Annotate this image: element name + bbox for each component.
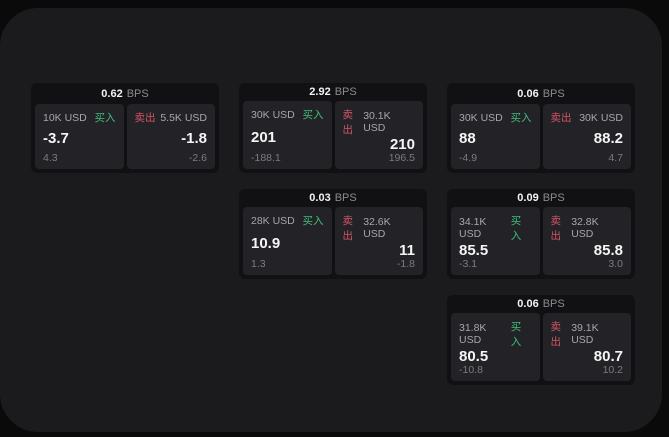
bps-header: 2.92 BPS [239, 83, 427, 101]
buy-label: 买入 [94, 112, 116, 124]
bps-label: BPS [542, 87, 565, 100]
sell-delta: 3.0 [608, 258, 623, 270]
buy-label: 买入 [302, 109, 324, 121]
buy-delta: -3.1 [459, 258, 478, 270]
sell-label: 卖出 [550, 215, 562, 242]
sell-amount: 39.1K USD [571, 322, 599, 346]
buy-price: 201 [251, 128, 277, 146]
buy-sell-panels: 10K USD 买入 -3.7 4.3 卖出 5.5K USD -1.8 -2.… [31, 104, 219, 173]
sell-price: 80.7 [593, 348, 623, 365]
bps-label: BPS [542, 298, 565, 310]
buy-sell-panels: 30K USD 买入 201 -188.1 卖出 30.1K USD 210 1… [239, 101, 427, 173]
sell-price: 88.2 [593, 130, 623, 147]
sell-delta: -1.8 [396, 258, 415, 270]
buy-sell-panels: 30K USD 买入 88 -4.9 卖出 30K USD 88.2 4.7 [447, 104, 635, 173]
buy-price: 80.5 [459, 348, 489, 365]
buy-label: 买入 [510, 112, 532, 124]
buy-price: 88 [459, 130, 476, 147]
bps-value: 2.92 [309, 86, 331, 98]
buy-amount: 30K USD [459, 111, 503, 124]
quote-card: 0.62 BPS 10K USD 买入 -3.7 4.3 卖出 5.5K USD [31, 83, 219, 173]
sell-label: 卖出 [550, 112, 572, 124]
bps-label: BPS [334, 86, 357, 98]
sell-amount: 30K USD [579, 111, 623, 124]
dashboard-panel: 0.62 BPS 10K USD 买入 -3.7 4.3 卖出 5.5K USD [0, 8, 662, 432]
buy-panel[interactable]: 30K USD 买入 88 -4.9 [451, 104, 540, 169]
buy-panel[interactable]: 30K USD 买入 201 -188.1 [243, 101, 332, 169]
buy-price: -3.7 [43, 130, 69, 147]
sell-price: -1.8 [181, 130, 207, 147]
sell-price: 85.8 [593, 242, 623, 259]
sell-delta: 196.5 [388, 152, 415, 164]
sell-panel[interactable]: 卖出 32.8K USD 85.8 3.0 [542, 207, 631, 275]
buy-label: 买入 [302, 215, 324, 227]
quote-card: 0.09 BPS 34.1K USD 买入 85.5 -3.1 卖出 32.8K… [447, 189, 635, 279]
bps-label: BPS [334, 192, 357, 204]
buy-delta: -188.1 [251, 152, 281, 164]
buy-panel[interactable]: 31.8K USD 买入 80.5 -10.8 [451, 313, 540, 381]
bps-header: 0.09 BPS [447, 189, 635, 207]
quote-card: 0.06 BPS 30K USD 买入 88 -4.9 卖出 30K USD [447, 83, 635, 173]
sell-label: 卖出 [342, 215, 354, 242]
bps-value: 0.62 [101, 87, 123, 100]
sell-amount: 32.6K USD [363, 216, 391, 240]
buy-amount: 34.1K USD [459, 216, 487, 240]
sell-panel[interactable]: 卖出 30.1K USD 210 196.5 [334, 101, 423, 169]
buy-panel[interactable]: 10K USD 买入 -3.7 4.3 [35, 104, 124, 169]
sell-panel[interactable]: 卖出 39.1K USD 80.7 10.2 [542, 313, 631, 381]
buy-delta: 4.3 [43, 152, 58, 164]
bps-label: BPS [126, 87, 149, 100]
buy-delta: -10.8 [459, 364, 483, 376]
buy-price: 10.9 [251, 234, 281, 252]
sell-amount: 30.1K USD [363, 110, 391, 134]
bps-header: 0.06 BPS [447, 295, 635, 313]
buy-delta: 1.3 [251, 258, 266, 270]
buy-sell-panels: 28K USD 买入 10.9 1.3 卖出 32.6K USD 11 -1.8 [239, 207, 427, 279]
bps-value: 0.06 [517, 298, 539, 310]
sell-price: 210 [389, 136, 415, 153]
sell-price: 11 [399, 242, 415, 259]
sell-amount: 32.8K USD [571, 216, 599, 240]
bps-header: 0.03 BPS [239, 189, 427, 207]
quote-card: 2.92 BPS 30K USD 买入 201 -188.1 卖出 30.1K … [239, 83, 427, 173]
bps-value: 0.03 [309, 192, 331, 204]
buy-amount: 10K USD [43, 111, 87, 124]
bps-header: 0.06 BPS [447, 83, 635, 104]
sell-label: 卖出 [342, 109, 354, 136]
sell-delta: -2.6 [188, 152, 207, 164]
bps-header: 0.62 BPS [31, 83, 219, 104]
buy-panel[interactable]: 28K USD 买入 10.9 1.3 [243, 207, 332, 275]
quote-card-grid: 0.62 BPS 10K USD 买入 -3.7 4.3 卖出 5.5K USD [31, 83, 635, 385]
buy-label: 买入 [510, 215, 522, 242]
buy-amount: 30K USD [251, 108, 295, 121]
buy-delta: -4.9 [459, 152, 478, 164]
bps-value: 0.06 [517, 87, 539, 100]
sell-amount: 5.5K USD [160, 111, 207, 124]
buy-amount: 28K USD [251, 214, 295, 227]
sell-panel[interactable]: 卖出 30K USD 88.2 4.7 [542, 104, 631, 169]
buy-label: 买入 [510, 321, 522, 348]
sell-delta: 10.2 [602, 364, 623, 376]
quote-card: 0.03 BPS 28K USD 买入 10.9 1.3 卖出 32.6K US… [239, 189, 427, 279]
buy-sell-panels: 31.8K USD 买入 80.5 -10.8 卖出 39.1K USD 80.… [447, 313, 635, 385]
bps-label: BPS [542, 192, 565, 204]
buy-sell-panels: 34.1K USD 买入 85.5 -3.1 卖出 32.8K USD 85.8… [447, 207, 635, 279]
quote-card: 0.06 BPS 31.8K USD 买入 80.5 -10.8 卖出 39.1… [447, 295, 635, 385]
sell-label: 卖出 [134, 112, 156, 124]
buy-amount: 31.8K USD [459, 322, 487, 346]
sell-panel[interactable]: 卖出 32.6K USD 11 -1.8 [334, 207, 423, 275]
buy-panel[interactable]: 34.1K USD 买入 85.5 -3.1 [451, 207, 540, 275]
sell-delta: 4.7 [608, 152, 623, 164]
buy-price: 85.5 [459, 242, 489, 259]
sell-label: 卖出 [550, 321, 562, 348]
bps-value: 0.09 [517, 192, 539, 204]
sell-panel[interactable]: 卖出 5.5K USD -1.8 -2.6 [126, 104, 215, 169]
